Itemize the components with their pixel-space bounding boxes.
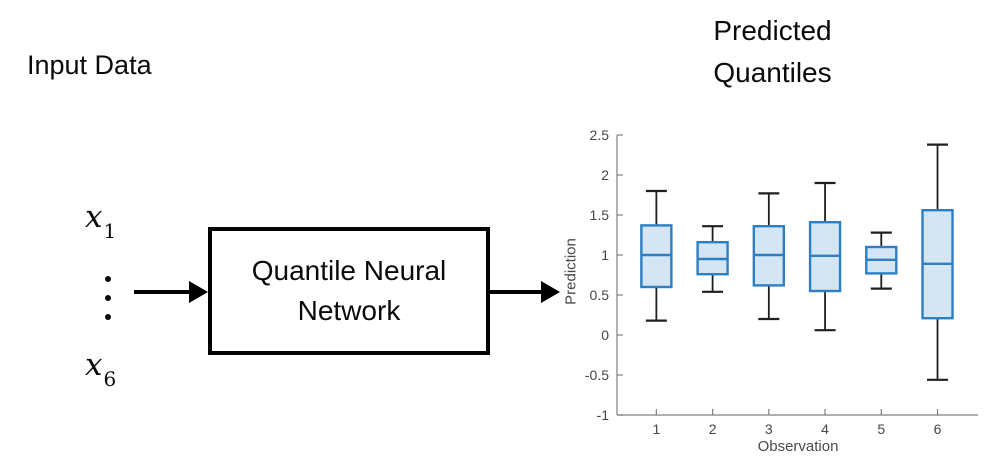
arrow-input-to-network-head [189,281,208,303]
x-tick-label: 5 [877,421,885,437]
math-x6: x6 [85,347,116,391]
math-x6-base: x [85,347,103,383]
iqr-box [640,224,673,289]
math-x1: x1 [85,199,116,243]
y-tick-label: 2 [601,167,609,183]
x-tick-label: 1 [652,421,660,437]
math-x1-base: x [85,199,103,235]
y-tick-label: 1.5 [590,207,610,223]
y-tick-label: -1 [597,407,610,423]
arrow-input-to-network-shaft [134,290,190,294]
boxplot-observation-3 [752,192,786,321]
qnn-label-line1: Quantile Neural [251,255,447,286]
x-tick-label: 4 [821,421,829,437]
chart-title-line1: Predicted [713,15,832,46]
x-tick-label: 2 [709,421,717,437]
ellipsis-dot [105,276,111,282]
x-tick-label: 6 [934,421,942,437]
x-axis-label: Observation [757,438,839,455]
y-tick-label: 1 [601,247,609,263]
math-x1-subscript: 1 [103,219,117,244]
chart-title: Predicted Quantiles [655,10,890,94]
ellipsis-dot [105,314,111,320]
input-data-label: Input Data [27,50,152,80]
y-tick-label: -0.5 [585,367,609,383]
y-tick-label: 0.5 [590,287,610,303]
qnn-label-line2: Network [297,295,401,326]
boxplot-observation-6 [921,143,954,381]
boxplot-observation-5 [865,231,898,290]
y-tick-label: 2.5 [590,127,610,143]
math-x6-subscript: 6 [103,367,117,392]
arrow-network-to-chart-head [541,281,560,303]
x-tick-label: 3 [765,421,773,437]
arrow-network-to-chart-shaft [490,290,542,294]
ellipsis-dot [105,295,111,301]
y-tick-label: 0 [601,327,609,343]
chart-title-line2: Quantiles [713,57,832,88]
boxplot-observation-4 [808,181,842,332]
quantile-boxplot-chart: -1 -0.5 0 0.5 1 1.5 2 2.5 1 2 3 4 5 6 [585,127,978,437]
boxplot-observation-2 [696,225,729,293]
quantile-neural-network-box: Quantile Neural Network [208,227,490,355]
boxplot-observation-1 [640,189,673,322]
vertical-ellipsis [105,276,111,320]
